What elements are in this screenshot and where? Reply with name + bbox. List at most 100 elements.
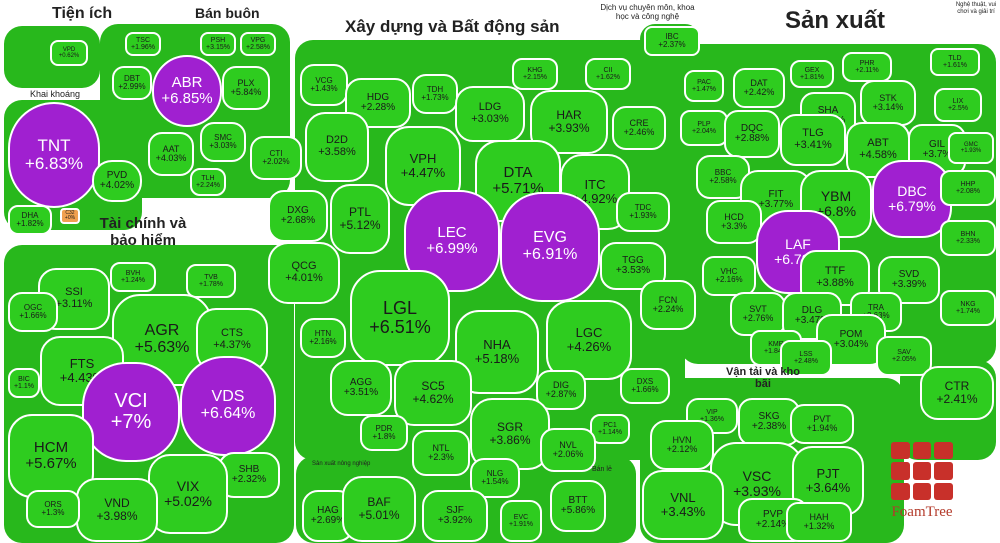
stock-cell-dat[interactable]: DAT +2.42% (733, 68, 785, 108)
stock-cell-khg[interactable]: KHG +2.15% (512, 58, 558, 90)
stock-cell-lix[interactable]: LIX +2.5% (934, 88, 982, 122)
stock-code: NTL (432, 442, 450, 453)
stock-cell-btt[interactable]: BTT +5.86% (550, 480, 606, 532)
stock-code: BAF (367, 495, 391, 510)
stock-cell-aat[interactable]: AAT +4.03% (148, 132, 194, 176)
stock-cell-sjf[interactable]: SJF +3.92% (422, 490, 488, 542)
stock-cell-qcg[interactable]: QCG +4.01% (268, 242, 340, 304)
stock-cell-pvd[interactable]: PVD +4.02% (92, 160, 142, 202)
stock-cell-dxg[interactable]: DXG +2.68% (268, 190, 328, 242)
stock-cell-bhn[interactable]: BHN +2.33% (940, 220, 996, 256)
stock-code: CII (603, 66, 613, 74)
stock-cell-cre[interactable]: CRE +2.46% (612, 106, 666, 150)
stock-cell-ntl[interactable]: NTL +2.3% (412, 430, 470, 476)
stock-cell-baf[interactable]: BAF +5.01% (342, 476, 416, 542)
stock-cell-dqc[interactable]: DQC +2.88% (724, 110, 780, 158)
stock-cell-vph[interactable]: VPH +4.47% (385, 126, 461, 206)
stock-code: TGG (622, 254, 644, 266)
stock-change: +5.67% (25, 455, 77, 472)
stock-cell-vnl[interactable]: VNL +3.43% (642, 470, 724, 540)
stock-cell-cii[interactable]: CII +1.62% (585, 58, 631, 90)
stock-cell-dig[interactable]: DIG +2.87% (536, 370, 586, 410)
stock-cell-gmc[interactable]: GMC +1.93% (948, 132, 994, 164)
stock-cell-svd[interactable]: SVD +3.39% (878, 256, 940, 304)
stock-cell-bvh[interactable]: BVH +1.24% (110, 262, 156, 292)
stock-code: STK (879, 92, 897, 103)
stock-cell-svt[interactable]: SVT +2.76% (730, 292, 786, 336)
stock-cell-vcg[interactable]: VCG +1.43% (300, 64, 348, 106)
stock-cell-pvt[interactable]: PVT +1.94% (790, 404, 854, 444)
stock-cell-phr[interactable]: PHR +2.11% (842, 52, 892, 82)
stock-cell-vnd[interactable]: VND +3.98% (76, 478, 158, 542)
stock-cell-tnt[interactable]: TNT +6.83% (8, 102, 100, 208)
stock-cell-bic[interactable]: BIC +1.1% (8, 368, 40, 398)
stock-cell-vds[interactable]: VDS +6.64% (180, 356, 276, 456)
stock-cell-tld[interactable]: TLD +1.61% (930, 48, 980, 76)
stock-cell-tdc[interactable]: TDC +1.93% (616, 192, 670, 232)
stock-cell-htn[interactable]: HTN +2.16% (300, 318, 346, 358)
stock-cell-cti[interactable]: CTI +2.02% (250, 136, 302, 180)
stock-cell-ors[interactable]: ORS +1.3% (26, 490, 80, 528)
stock-change: +1.74% (956, 308, 980, 315)
stock-cell-ctr[interactable]: CTR +2.41% (920, 366, 994, 420)
stock-cell-dbt[interactable]: DBT +2.99% (112, 66, 152, 100)
stock-cell-psh[interactable]: PSH +3.15% (200, 32, 236, 56)
stock-cell-ldg[interactable]: LDG +3.03% (455, 86, 525, 142)
stock-cell-lss[interactable]: LSS +2.48% (780, 340, 832, 376)
stock-cell-hcm[interactable]: HCM +5.67% (8, 414, 94, 498)
stock-cell-lgl[interactable]: LGL +6.51% (350, 270, 450, 366)
stock-code: CRE (629, 117, 649, 128)
sector-title-nghe-thuat: Nghệ thuật, vui chơi và giải trí (955, 2, 997, 15)
stock-cell-sc5[interactable]: SC5 +4.62% (394, 360, 472, 426)
stock-cell-fcn[interactable]: FCN +2.24% (640, 280, 696, 330)
stock-cell-hhp[interactable]: HHP +2.08% (940, 170, 996, 206)
stock-code: FTS (69, 356, 95, 372)
stock-cell-vhc[interactable]: VHC +2.16% (702, 256, 756, 296)
stock-code: VCI (114, 390, 148, 412)
stock-code: HTN (314, 328, 332, 338)
stock-cell-lgc[interactable]: LGC +4.26% (546, 300, 632, 380)
stock-cell-tvb[interactable]: TVB +1.78% (186, 264, 236, 298)
stock-cell-tsc[interactable]: TSC +1.96% (125, 32, 161, 56)
stock-cell-vix[interactable]: VIX +5.02% (148, 454, 228, 534)
stock-cell-dxs[interactable]: DXS +1.66% (620, 368, 670, 404)
stock-cell-hcd[interactable]: HCD +3.3% (706, 200, 762, 244)
stock-cell-nvl[interactable]: NVL +2.06% (540, 428, 596, 472)
stock-cell-ibc[interactable]: IBC +2.37% (644, 26, 700, 56)
stock-cell-pc1[interactable]: PC1 +1.14% (590, 414, 630, 444)
stock-code: PVP (762, 508, 783, 520)
stock-cell-vip[interactable]: VIP +1.36% (686, 398, 738, 434)
stock-cell-smc[interactable]: SMC +3.03% (200, 122, 246, 162)
stock-cell-stk[interactable]: STK +3.14% (860, 80, 916, 126)
stock-cell-gex[interactable]: GEX +1.81% (790, 60, 834, 88)
stock-cell-tlh[interactable]: TLH +2.24% (190, 168, 226, 196)
stock-code: EVC (513, 513, 529, 521)
stock-cell-ogc[interactable]: OGC +1.66% (8, 292, 58, 332)
stock-cell-c32[interactable]: C32 +0% (60, 208, 80, 224)
stock-cell-hvn[interactable]: HVN +2.12% (650, 420, 714, 470)
stock-cell-agg[interactable]: AGG +3.51% (330, 360, 392, 416)
stock-cell-ptl[interactable]: PTL +5.12% (330, 184, 390, 254)
stock-cell-pac[interactable]: PAC +1.47% (684, 70, 724, 102)
stock-cell-vpg[interactable]: VPG +2.58% (240, 32, 276, 56)
stock-cell-tlg[interactable]: TLG +3.41% (780, 114, 846, 166)
stock-change: +6.83% (24, 154, 84, 173)
stock-cell-plp[interactable]: PLP +2.04% (680, 110, 728, 146)
stock-cell-pdr[interactable]: PDR +1.8% (360, 415, 408, 451)
stock-cell-nkg[interactable]: NKG +1.74% (940, 290, 996, 326)
stock-cell-evg[interactable]: EVG +6.91% (500, 192, 600, 302)
stock-cell-vpd[interactable]: VPD +0.62% (50, 40, 88, 66)
stock-cell-tdh[interactable]: TDH +1.73% (412, 74, 458, 114)
stock-cell-sav[interactable]: SAV +2.05% (876, 336, 932, 376)
stock-cell-evc[interactable]: EVC +1.91% (500, 500, 542, 542)
stock-code: HVN (672, 434, 692, 445)
stock-change: +3.93% (733, 483, 781, 499)
stock-cell-dha[interactable]: DHA +1.82% (8, 205, 52, 235)
stock-cell-vci[interactable]: VCI +7% (82, 362, 180, 462)
stock-cell-abr[interactable]: ABR +6.85% (152, 55, 222, 127)
stock-cell-d2d[interactable]: D2D +3.58% (305, 112, 369, 182)
stock-change: +1.91% (509, 521, 533, 528)
stock-cell-hah[interactable]: HAH +1.32% (786, 502, 852, 542)
stock-cell-plx[interactable]: PLX +5.84% (222, 66, 270, 110)
stock-cell-shb[interactable]: SHB +2.32% (218, 452, 280, 498)
